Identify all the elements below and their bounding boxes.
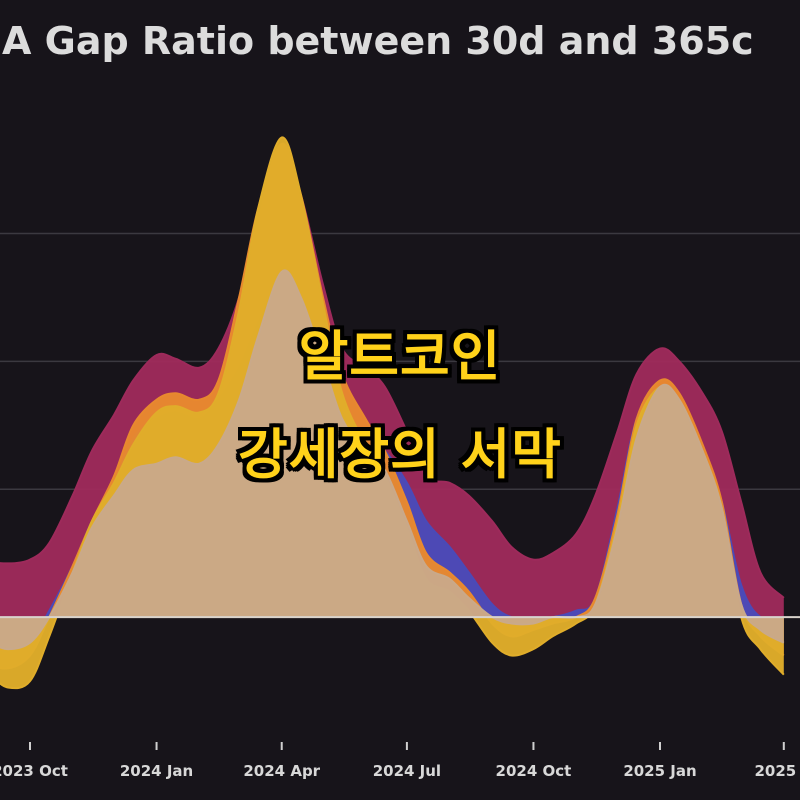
series-areas (0, 136, 785, 690)
series-line-1 (0, 142, 785, 599)
series-line-3 (0, 142, 785, 670)
x-tick-label: 2024 Jan (120, 762, 193, 780)
x-tick-label: 2024 Oct (496, 762, 572, 780)
x-tick-label: 2024 Jul (373, 762, 441, 780)
x-tick-label: 2025 Jan (623, 762, 696, 780)
x-tick-label: 2024 Apr (243, 762, 320, 780)
x-tick-label: 2023 Oct (0, 762, 68, 780)
series-line-4 (0, 136, 785, 690)
series-area-5 (0, 270, 784, 650)
chart-title: A Gap Ratio between 30d and 365c (2, 19, 754, 63)
overlay-headline-2: 강세장의 서막 (238, 423, 562, 486)
x-axis: 2023 Oct 2024 Jan 2024 Apr 2024 Jul 2024 Oct… (0, 742, 800, 780)
overlay-headline-1: 알트코인 (298, 325, 502, 388)
series-line-5 (0, 269, 785, 651)
x-tick-label: 2025 A (755, 762, 800, 780)
